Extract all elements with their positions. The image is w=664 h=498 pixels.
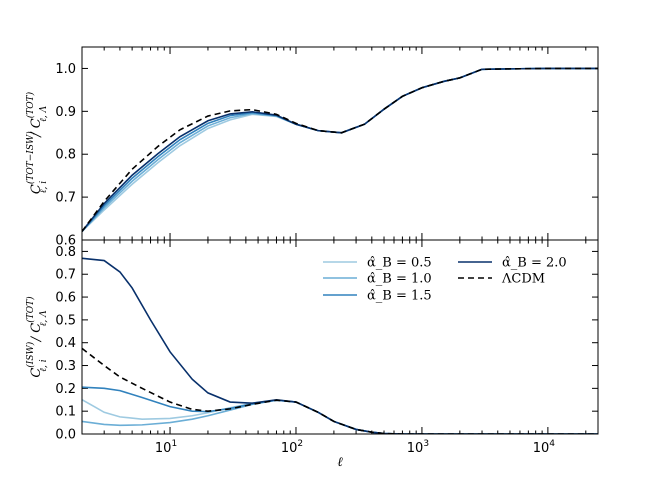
y-tick-label: 0.9 (55, 105, 76, 120)
legend-label-a20: α̂_B = 2.0 (502, 256, 567, 271)
x-tick-label: 103 (407, 439, 429, 456)
top-series (82, 67, 598, 232)
y-tick-label: 0.8 (55, 245, 76, 260)
series-line-lcdm (82, 67, 598, 232)
top-panel: 0.6 0.7 0.8 0.9 1.0 (55, 46, 599, 249)
top-plot-frame (81, 46, 599, 241)
y-tick-label: 0.0 (55, 428, 76, 443)
y-tick-label: 0.8 (55, 148, 76, 163)
bottom-y-ticks: 0.0 0.1 0.2 0.3 0.4 0.5 0.6 0.7 0.8 (55, 245, 598, 443)
y-tick-label: 0.7 (55, 191, 76, 206)
legend-label-lcdm: ΛCDM (501, 272, 545, 287)
x-tick-label: 102 (281, 439, 303, 456)
y-tick-label: 1.0 (55, 62, 76, 77)
series-line-a15 (82, 386, 598, 434)
legend-label-a05: α̂_B = 0.5 (367, 256, 432, 271)
series-line-a10 (82, 67, 598, 232)
y-tick-label: 0.1 (55, 405, 76, 420)
bottom-x-ticks: 101 102 103 104 (81, 240, 587, 456)
x-axis-label: ℓ (337, 455, 343, 470)
top-y-ticks: 0.6 0.7 0.8 0.9 1.0 (55, 62, 598, 249)
series-line-a10 (82, 399, 598, 434)
series-line-lcdm (82, 347, 598, 434)
series-line-a20 (82, 67, 598, 232)
y-tick-label: 0.6 (55, 291, 76, 306)
y-tick-label: 0.3 (55, 359, 76, 374)
y-tick-label: 0.7 (55, 268, 76, 283)
y-tick-label: 0.6 (55, 234, 76, 249)
y-tick-label: 0.4 (55, 336, 76, 351)
top-y-axis-label: C(TOT−ISW)ℓ, i / C(TOT) ℓ, Λ (25, 91, 49, 194)
bottom-plot-frame (81, 239, 599, 435)
legend-label-a10: α̂_B = 1.0 (367, 272, 432, 287)
y-tick-label: 0.2 (55, 382, 76, 397)
bottom-panel: 0.0 0.1 0.2 0.3 0.4 0.5 0.6 0.7 0.8 101 102 103 104… (55, 239, 599, 456)
x-tick-label: 101 (155, 439, 177, 456)
bottom-y-axis-label: C(ISW) ℓ, i / C(TOT) ℓ, Λ (25, 296, 49, 378)
x-tick-label: 104 (533, 439, 556, 456)
series-line-a15 (82, 67, 598, 232)
y-tick-label: 0.5 (55, 313, 76, 328)
legend: α̂_B = 0.5α̂_B = 1.0 α̂_B = 1.5 α̂_B = 2.0… (323, 256, 567, 304)
top-x-ticks (81, 47, 587, 240)
series-line-a05 (82, 399, 598, 434)
legend-label-a15: α̂_B = 1.5 (367, 289, 432, 304)
series-line-a05 (82, 67, 598, 232)
